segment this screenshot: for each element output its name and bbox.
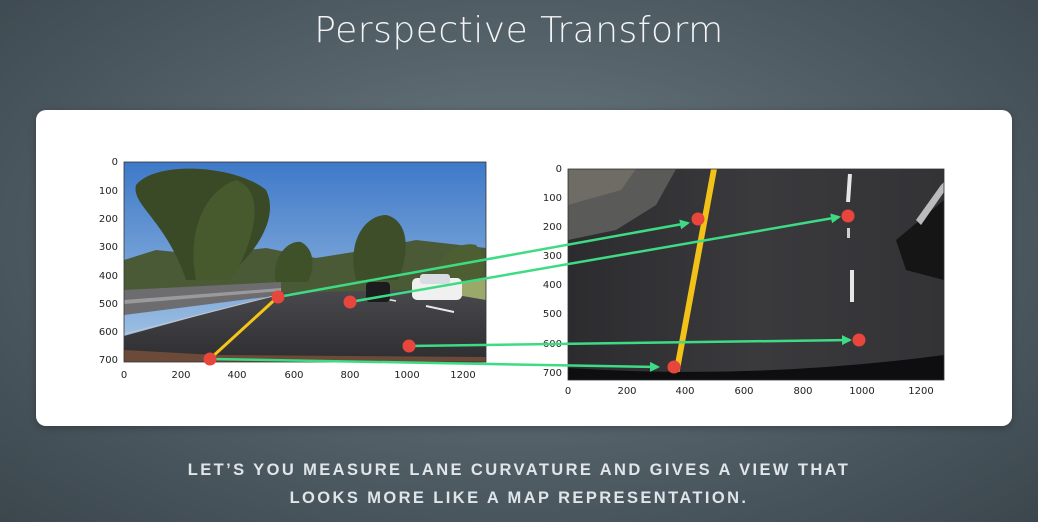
right-x-tick: 800 [793, 386, 812, 397]
right-y-tick: 700 [543, 368, 562, 379]
arrow-bottom-left [209, 357, 660, 372]
slide-caption: LET’S YOU MEASURE LANE CURVATURE AND GIV… [0, 456, 1038, 512]
left-x-tick: 1000 [394, 370, 419, 381]
destination-point [841, 209, 855, 223]
left-x-tick: 0 [121, 370, 127, 381]
left-x-tick: 1200 [450, 370, 475, 381]
left-y-tick: 400 [99, 271, 118, 282]
left-x-tick: 200 [171, 370, 190, 381]
right-x-axis: 0 200 400 600 800 1000 1200 [565, 386, 934, 397]
destination-point [852, 333, 866, 347]
figure-card: 0 100 200 300 400 500 600 700 0 200 400 … [36, 110, 1012, 426]
arrow-bottom-right [408, 335, 852, 348]
left-y-tick: 0 [112, 157, 118, 168]
source-point [271, 290, 285, 304]
left-y-tick: 700 [99, 355, 118, 366]
arrow-top-left [277, 219, 690, 299]
caption-line: LOOKS MORE LIKE A MAP REPRESENTATION. [289, 489, 749, 507]
left-plot-frame [123, 161, 487, 363]
left-y-tick: 300 [99, 242, 118, 253]
left-y-tick: 100 [99, 186, 118, 197]
source-points [203, 290, 416, 366]
caption-line: LET’S YOU MEASURE LANE CURVATURE AND GIV… [187, 461, 851, 479]
right-y-tick: 300 [543, 251, 562, 262]
left-camera-image [124, 162, 486, 362]
right-y-tick: 100 [543, 193, 562, 204]
left-y-tick: 200 [99, 214, 118, 225]
destination-point [667, 360, 681, 374]
right-y-tick: 400 [543, 280, 562, 291]
right-plot-frame [567, 168, 945, 381]
right-y-tick: 0 [556, 164, 562, 175]
source-point [343, 295, 357, 309]
left-x-tick: 600 [284, 370, 303, 381]
right-y-axis: 0 100 200 300 400 500 600 700 [543, 164, 562, 379]
left-y-axis: 0 100 200 300 400 500 600 700 [99, 157, 118, 366]
left-x-axis: 0 200 400 600 800 1000 1200 [121, 370, 476, 381]
right-y-tick: 200 [543, 222, 562, 233]
right-x-tick: 1200 [908, 386, 933, 397]
right-warped-image [568, 169, 944, 380]
right-x-tick: 600 [734, 386, 753, 397]
left-x-tick: 800 [340, 370, 359, 381]
left-y-tick: 500 [99, 299, 118, 310]
right-x-tick: 1000 [849, 386, 874, 397]
perspective-figure: 0 100 200 300 400 500 600 700 0 200 400 … [99, 157, 945, 397]
right-y-tick: 500 [543, 309, 562, 320]
source-point [402, 339, 416, 353]
right-x-tick: 0 [565, 386, 571, 397]
source-point [203, 352, 217, 366]
destination-point [691, 212, 705, 226]
left-x-tick: 400 [227, 370, 246, 381]
right-x-tick: 400 [675, 386, 694, 397]
slide-title: Perspective Transform [314, 10, 724, 51]
right-x-tick: 200 [617, 386, 636, 397]
destination-points [667, 209, 866, 374]
arrow-top-right [349, 213, 841, 304]
left-y-tick: 600 [99, 327, 118, 338]
mapping-arrows [209, 213, 852, 372]
